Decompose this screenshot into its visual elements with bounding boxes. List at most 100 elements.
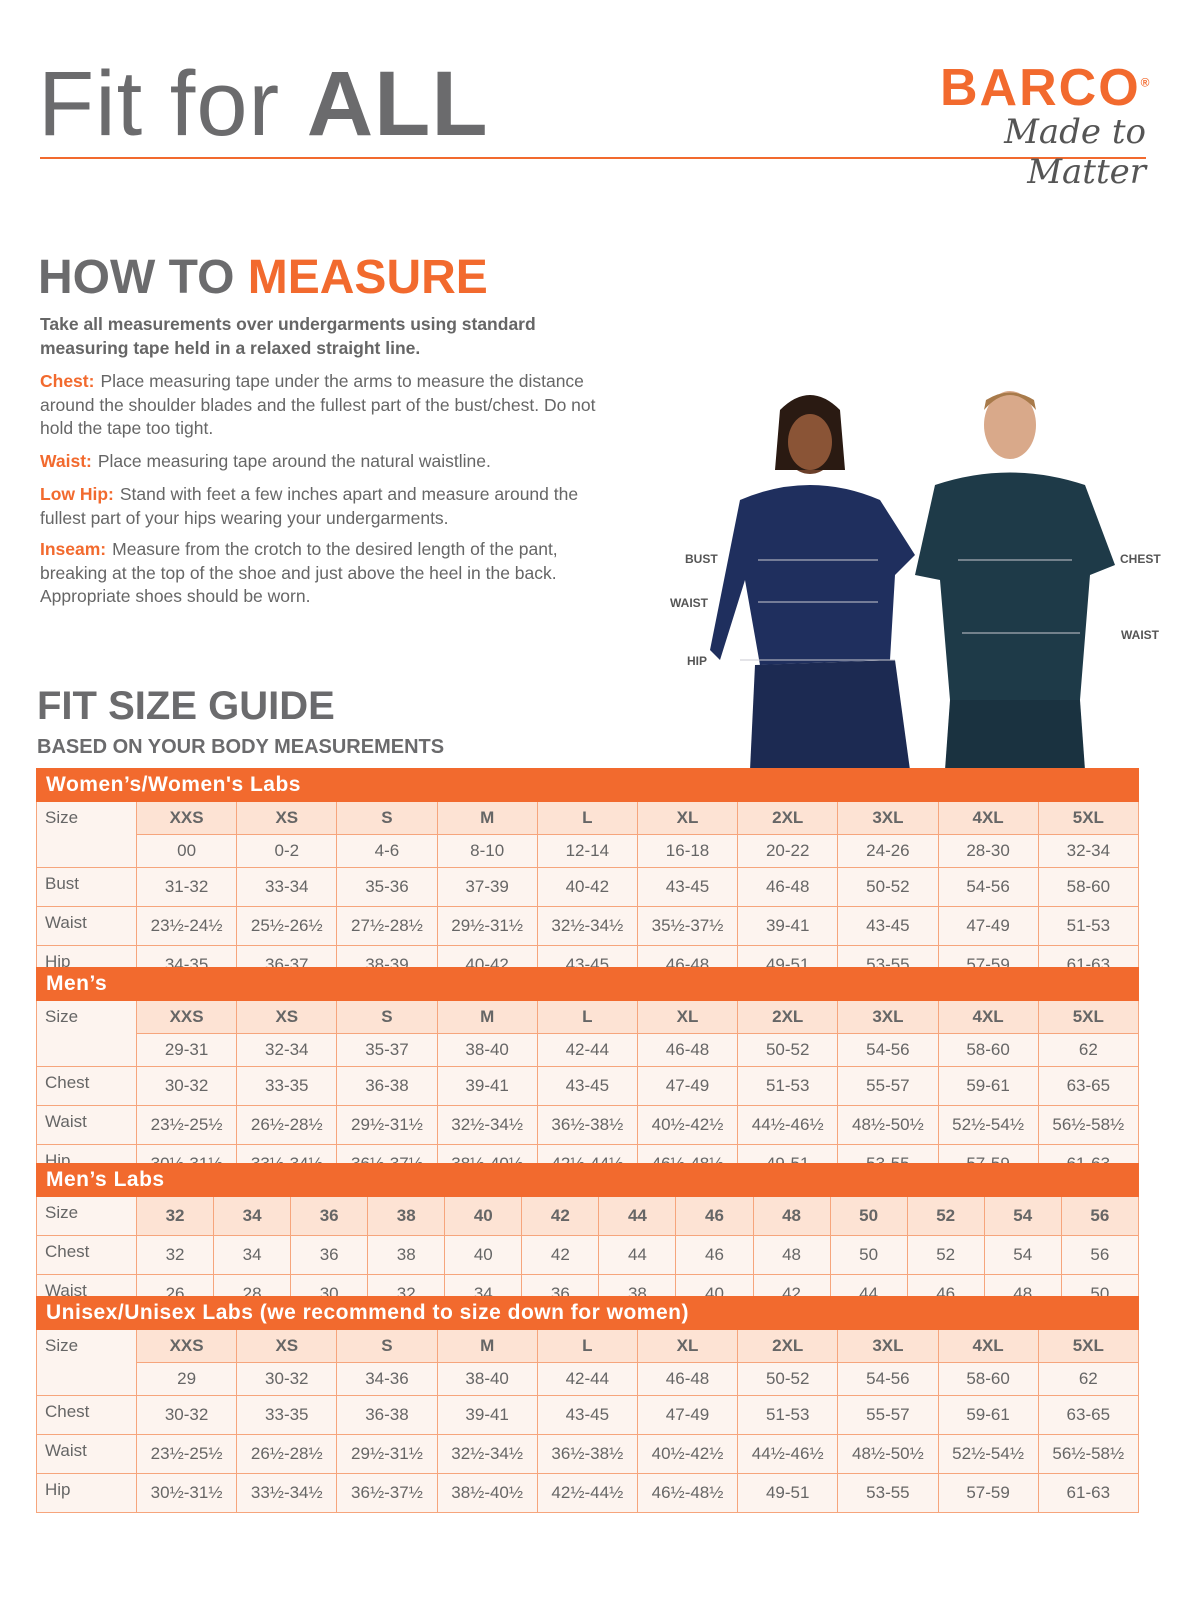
size-header-cell: XXS xyxy=(135,1329,238,1363)
models-photo xyxy=(710,391,1115,770)
row-label: Chest xyxy=(36,1066,137,1106)
size-header-cell: S xyxy=(336,1000,438,1034)
measurement-cell: 35½-37½ xyxy=(636,906,739,946)
size-table: Women’s/Women's Labs Size XXS XS S M L XL 2XL 3XL… xyxy=(35,768,1140,985)
measurement-cell: 50 xyxy=(829,1235,908,1275)
size-header-cell: 2XL xyxy=(737,801,839,835)
measurement-cell: 59-61 xyxy=(937,1395,1039,1435)
measurement-cell: 47-49 xyxy=(636,1395,739,1435)
measurement-cell: 35-36 xyxy=(336,867,438,907)
measurement-cell: 36-38 xyxy=(336,1395,438,1435)
row-label: Waist xyxy=(36,906,137,946)
measurement-cell: 36½-37½ xyxy=(336,1473,438,1513)
table-row: Chest 30-32 33-35 36-38 39-41 43-45 47-49 51-53… xyxy=(36,1066,1139,1106)
brand-text: BARCO xyxy=(940,59,1141,117)
measurement-cell: 32 xyxy=(135,1235,215,1275)
measurement-cell: 53-55 xyxy=(837,1473,939,1513)
measurement-cell: 56½-58½ xyxy=(1037,1434,1139,1474)
heading-accent: MEASURE xyxy=(247,251,488,304)
measurement-cell: 44½-46½ xyxy=(737,1434,839,1474)
title-light: Fit for xyxy=(38,53,307,155)
measurement-cell: 29½-31½ xyxy=(336,1105,438,1145)
measurement-cell: 27½-28½ xyxy=(336,906,438,946)
measurement-cell: 36 xyxy=(290,1235,369,1275)
table-section-header: Men’s Labs xyxy=(36,1163,1139,1197)
numeric-size-cell: 28-30 xyxy=(937,834,1039,868)
measurement-cell: 43-45 xyxy=(636,867,739,907)
measurement-cell: 34 xyxy=(213,1235,292,1275)
row-label: Bust xyxy=(36,867,137,907)
size-header-cell: L xyxy=(536,801,638,835)
measurement-cell: 43-45 xyxy=(536,1066,638,1106)
numeric-size-cell: 8-10 xyxy=(436,834,538,868)
numeric-size-cell: 38-40 xyxy=(436,1033,538,1067)
numeric-size-cell: 00 xyxy=(135,834,238,868)
numeric-size-cell: 54-56 xyxy=(837,1033,939,1067)
instruction-key: Waist: xyxy=(40,451,92,471)
man-model xyxy=(915,391,1115,770)
heading-part: HOW TO xyxy=(38,251,248,304)
size-header-cell: 4XL xyxy=(937,1329,1039,1363)
row-label: Waist xyxy=(36,1105,137,1145)
section-title: Unisex/Unisex Labs (we recommend to size… xyxy=(36,1296,1139,1330)
section-title: Men’s Labs xyxy=(36,1163,1139,1197)
size-header-cell: 3XL xyxy=(837,801,939,835)
measurement-cell: 46 xyxy=(675,1235,754,1275)
measurement-cell: 47-49 xyxy=(636,1066,739,1106)
table-section-header: Women’s/Women's Labs xyxy=(35,768,1140,802)
size-header-cell: XS xyxy=(236,1329,338,1363)
numeric-size-cell: 32-34 xyxy=(236,1033,338,1067)
numeric-size-cell: 62 xyxy=(1037,1362,1139,1396)
size-header-cell: 3XL xyxy=(837,1000,939,1034)
how-to-measure-heading: HOW TO MEASURE xyxy=(38,250,488,305)
size-header-cell: XL xyxy=(636,801,739,835)
header-divider xyxy=(40,157,1146,159)
measurement-cell: 33-34 xyxy=(236,867,338,907)
numeric-size-cell: 16-18 xyxy=(636,834,739,868)
numeric-size-cell: 46-48 xyxy=(636,1033,739,1067)
measurement-cell: 30½-31½ xyxy=(135,1473,238,1513)
measurement-cell: 36½-38½ xyxy=(536,1434,638,1474)
measurement-cell: 63-65 xyxy=(1037,1395,1139,1435)
hip-instruction: Low Hip: Stand with feet a few inches apa… xyxy=(40,483,610,530)
table-row: Waist 23½-25½ 26½-28½ 29½-31½ 32½-34½ 36½-38½… xyxy=(36,1105,1139,1145)
measurement-cell: 40 xyxy=(444,1235,523,1275)
title-bold: ALL xyxy=(306,53,489,155)
table-row: Chest 30-32 33-35 36-38 39-41 43-45 47-49 51-53… xyxy=(36,1395,1139,1435)
measurement-cell: 29½-31½ xyxy=(436,906,538,946)
row-label: Size xyxy=(36,1196,137,1236)
measurement-cell: 44½-46½ xyxy=(737,1105,839,1145)
measurement-cell: 29½-31½ xyxy=(336,1434,438,1474)
measurement-cell: 57-59 xyxy=(937,1473,1039,1513)
size-header-cell: 4XL xyxy=(937,801,1039,835)
size-header-cell: 40 xyxy=(444,1196,523,1236)
size-header-cell: XXS xyxy=(135,801,238,835)
fit-size-guide-subtitle: BASED ON YOUR BODY MEASUREMENTS xyxy=(37,736,445,758)
measurement-cell: 51-53 xyxy=(737,1066,839,1106)
size-header-cell: S xyxy=(336,801,438,835)
brand-name: BARCO® xyxy=(940,62,1160,114)
measurement-cell: 40-42 xyxy=(536,867,638,907)
measurement-cell: 32½-34½ xyxy=(536,906,638,946)
waist-instruction: Waist: Place measuring tape around the na… xyxy=(40,450,610,474)
registered-mark: ® xyxy=(1140,75,1152,90)
instruction-text: Place measuring tape around the natural … xyxy=(97,451,491,471)
size-header-cell: 4XL xyxy=(937,1000,1039,1034)
size-header-cell: M xyxy=(436,801,538,835)
measurement-cell: 50-52 xyxy=(837,867,939,907)
numeric-size-cell: 29-31 xyxy=(135,1033,238,1067)
instruction-key: Low Hip: xyxy=(40,484,114,504)
size-header-cell: 52 xyxy=(906,1196,985,1236)
measurement-cell: 48½-50½ xyxy=(837,1434,939,1474)
size-header-cell: 5XL xyxy=(1037,1329,1139,1363)
woman-model xyxy=(710,395,915,770)
size-row: Size XXS XS S M L XL 2XL 3XL 4XL 5XL xyxy=(36,1329,1139,1396)
measure-intro: Take all measurements over undergarments… xyxy=(40,314,536,358)
hip-label: HIP xyxy=(687,654,708,668)
chest-instruction: Chest: Place measuring tape under the arm… xyxy=(40,370,610,441)
measurement-cell: 61-63 xyxy=(1037,1473,1139,1513)
size-header-cell: 34 xyxy=(213,1196,292,1236)
row-label: Chest xyxy=(36,1235,137,1275)
measurement-cell: 47-49 xyxy=(937,906,1039,946)
